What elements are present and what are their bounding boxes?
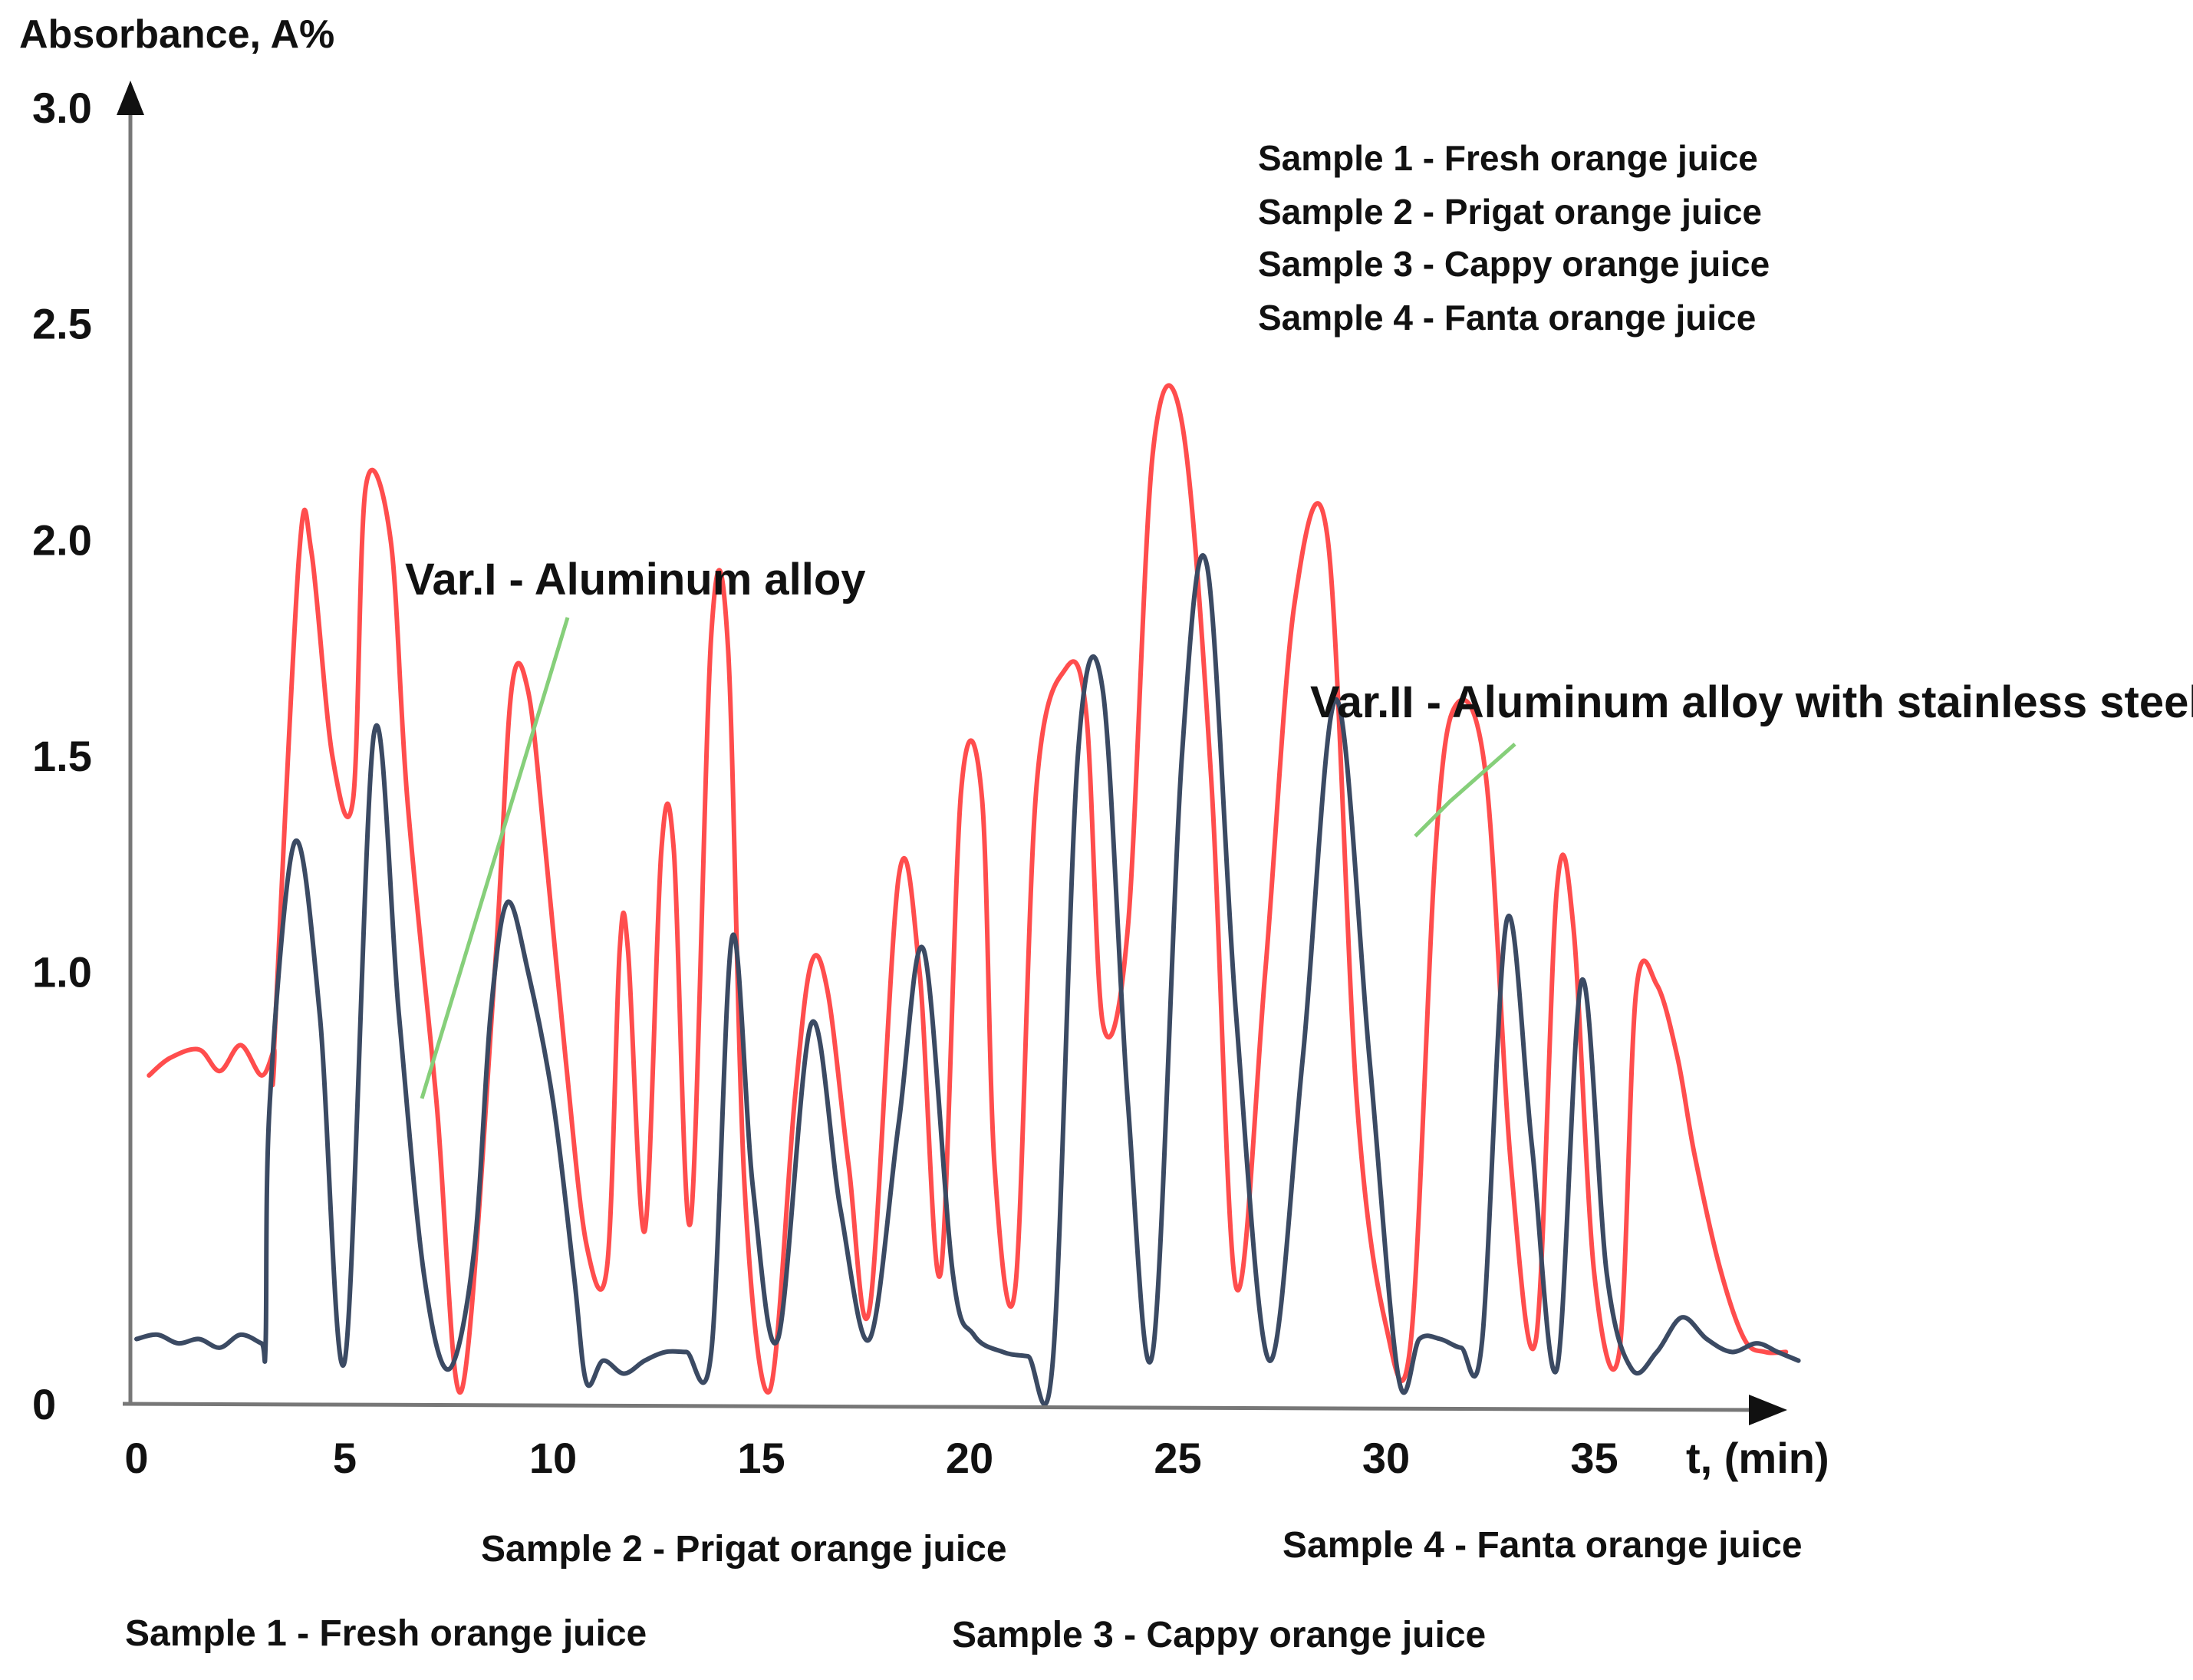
sample2-label: Sample 2 - Prigat orange juice (481, 1529, 1007, 1570)
sample1-label: Sample 1 - Fresh orange juice (125, 1613, 647, 1654)
x-tick-label: 30 (1362, 1434, 1410, 1482)
x-tick-label: 5 (333, 1434, 357, 1482)
var1-leader-line (420, 617, 570, 1099)
y-tick-label: 1.5 (32, 732, 92, 780)
y-axis-arrowhead (117, 81, 144, 115)
y-tick-label: 3.0 (32, 84, 92, 132)
var2-leader-line (1414, 743, 1516, 838)
var2-label: Var.II - Aluminum alloy with stainless s… (1310, 677, 2193, 727)
series-line-2 (134, 553, 1801, 1407)
x-tick-label: 0 (124, 1434, 148, 1482)
x-axis-title: t, (min) (1686, 1434, 1829, 1482)
x-tick-label: 35 (1570, 1434, 1618, 1482)
var1-label: Var.I - Aluminum alloy (405, 555, 866, 604)
y-tick-label: 1.0 (32, 948, 92, 996)
y-tick-label: 0 (32, 1380, 56, 1428)
legend-line-1: Sample 1 - Fresh orange juice (1258, 138, 1758, 178)
legend-line-2: Sample 2 - Prigat orange juice (1258, 192, 1762, 232)
y-tick-label: 2.5 (32, 300, 92, 348)
legend-line-3: Sample 3 - Cappy orange juice (1258, 244, 1770, 284)
x-tick-label: 15 (737, 1434, 785, 1482)
legend-line-4: Sample 4 - Fanta orange juice (1258, 298, 1756, 338)
x-tick-label: 20 (946, 1434, 993, 1482)
x-tick-label: 10 (529, 1434, 577, 1482)
sample3-label: Sample 3 - Cappy orange juice (952, 1615, 1486, 1655)
sample4-label: Sample 4 - Fanta orange juice (1283, 1525, 1803, 1566)
y-tick-label: 2.0 (32, 516, 92, 564)
x-axis (122, 1402, 1757, 1412)
legend: Sample 1 - Fresh orange juice Sample 2 -… (1258, 138, 1770, 338)
x-tick-label: 25 (1154, 1434, 1201, 1482)
y-axis-title: Absorbance, A% (19, 12, 334, 57)
x-axis-arrowhead (1749, 1395, 1787, 1425)
